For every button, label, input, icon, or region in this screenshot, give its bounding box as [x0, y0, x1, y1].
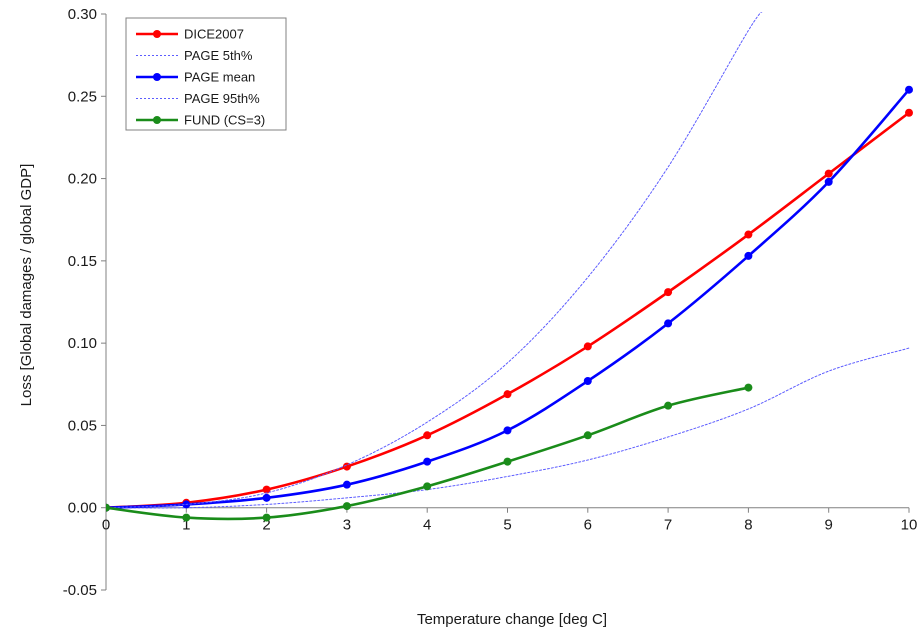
series-fund-cs-3 [106, 383, 753, 522]
y-tick-label: 0.15 [68, 253, 97, 270]
data-point-fund-cs-3 [503, 457, 512, 466]
data-point-dice2007 [824, 169, 833, 178]
data-point-page-mean [342, 480, 351, 489]
data-point-dice2007 [423, 431, 432, 440]
data-point-page-mean [503, 426, 512, 435]
legend-item-page-5th: PAGE 5th% [136, 48, 253, 63]
axes: -0.05 0.00 0.05 0.10 0.15 0.20 0.25 0.30 0 1 2 3 4 5 6… [63, 6, 918, 599]
legend-item-page-mean: PAGE mean [136, 70, 255, 85]
legend-label: FUND (CS=3) [184, 113, 265, 128]
legend-marker [153, 30, 161, 38]
series-line-dice2007 [106, 111, 911, 510]
x-tick-label: 8 [744, 517, 752, 534]
data-point-page-mean [905, 85, 913, 94]
data-point-fund-cs-3 [106, 503, 110, 512]
legend-label: DICE2007 [184, 27, 244, 42]
series-dice2007 [106, 108, 913, 512]
data-point-fund-cs-3 [262, 513, 271, 522]
y-tick-label: 0.05 [68, 417, 97, 434]
x-tick-label: 10 [901, 517, 918, 534]
y-tick-label: -0.05 [63, 582, 97, 599]
data-point-fund-cs-3 [744, 383, 753, 392]
y-tick-label: 0.00 [68, 500, 97, 517]
x-tick-label: 4 [423, 517, 431, 534]
data-point-dice2007 [262, 485, 271, 494]
data-point-dice2007 [664, 288, 673, 297]
data-point-dice2007 [905, 108, 913, 117]
data-point-fund-cs-3 [583, 431, 592, 440]
x-tick-label: 7 [664, 517, 672, 534]
legend-label: PAGE 5th% [184, 48, 253, 63]
legend-item-dice2007: DICE2007 [136, 27, 244, 42]
y-axis-title: Loss [Global damages / global GDP] [18, 164, 35, 407]
legend-marker [153, 73, 161, 81]
data-point-dice2007 [503, 390, 512, 399]
legend-label: PAGE mean [184, 70, 255, 85]
y-tick-label: 0.25 [68, 88, 97, 105]
y-tick-label: 0.30 [68, 6, 97, 23]
y-tick-label: 0.20 [68, 171, 97, 188]
series-line-page-5th [106, 347, 910, 509]
x-tick-label: 0 [102, 517, 110, 534]
x-axis-title: Temperature change [deg C] [417, 611, 607, 628]
legend-item-page-95th: PAGE 95th% [136, 91, 260, 106]
legend-marker [153, 116, 161, 124]
data-point-fund-cs-3 [342, 502, 351, 511]
x-tick-label: 2 [262, 517, 270, 534]
data-point-page-mean [262, 493, 271, 502]
y-tick-label: 0.10 [68, 335, 97, 352]
series-line-fund-cs-3 [106, 386, 750, 521]
x-tick-label: 9 [825, 517, 833, 534]
data-point-page-mean [583, 376, 592, 385]
series-layer [106, 12, 913, 522]
data-point-dice2007 [583, 342, 592, 351]
data-point-fund-cs-3 [182, 513, 191, 522]
x-tick-label: 1 [182, 517, 190, 534]
data-point-page-mean [824, 177, 833, 186]
data-point-page-mean [744, 251, 753, 260]
series-line-page-mean [106, 88, 911, 510]
series-page-95th [106, 12, 764, 509]
data-point-fund-cs-3 [664, 401, 673, 410]
data-point-page-mean [423, 457, 432, 466]
series-line-page-95th [106, 12, 764, 509]
data-point-page-mean [664, 319, 673, 328]
series-page-5th [106, 347, 910, 509]
legend-box [125, 17, 287, 131]
legend-label: PAGE 95th% [184, 91, 260, 106]
x-tick-label: 3 [343, 517, 351, 534]
series-page-mean [106, 85, 913, 512]
data-point-fund-cs-3 [423, 482, 432, 491]
x-tick-label: 6 [584, 517, 592, 534]
data-point-dice2007 [744, 230, 753, 239]
x-tick-label: 5 [503, 517, 511, 534]
legend-item-fund-cs-3: FUND (CS=3) [136, 113, 265, 128]
legend: DICE2007 PAGE 5th% PAGE mean PAGE 95th% FUND… [125, 17, 287, 131]
